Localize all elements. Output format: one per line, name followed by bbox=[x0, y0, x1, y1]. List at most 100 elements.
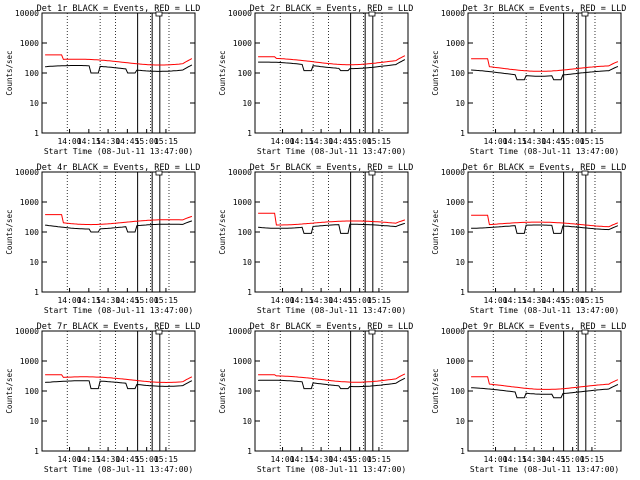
y-tick-label: 10000 bbox=[228, 9, 252, 18]
y-tick-label: 10000 bbox=[15, 168, 39, 177]
y-tick-label: 1000 bbox=[233, 198, 252, 207]
y-tick-label: 10000 bbox=[441, 168, 465, 177]
lld-trace bbox=[471, 58, 619, 72]
x-tick-label: 14:45 bbox=[541, 137, 565, 146]
x-tick-label: 14:30 bbox=[309, 296, 333, 305]
x-axis-label: Start Time (08-Jul-11 13:47:00) bbox=[470, 147, 619, 156]
x-tick-label: 14:15 bbox=[290, 455, 314, 464]
y-tick-label: 1 bbox=[247, 447, 252, 456]
y-tick-label: 10000 bbox=[15, 9, 39, 18]
events-trace bbox=[45, 64, 193, 74]
plot-frame bbox=[254, 171, 409, 293]
y-tick-label: 10 bbox=[242, 258, 252, 267]
y-tick-label: 10000 bbox=[228, 168, 252, 177]
x-axis-label: Start Time (08-Jul-11 13:47:00) bbox=[257, 147, 406, 156]
detector-chart-3: Det 3r BLACK = Events, RED = LLD 1 10 100 10… bbox=[431, 4, 626, 156]
y-tick-label: 100 bbox=[238, 228, 253, 237]
plot-frame bbox=[254, 12, 409, 134]
y-axis-label: Counts/sec bbox=[431, 50, 440, 95]
lld-trace bbox=[471, 214, 619, 228]
x-axis-label: Start Time (08-Jul-11 13:47:00) bbox=[470, 306, 619, 315]
marker-box bbox=[581, 329, 589, 335]
x-tick-label: 14:15 bbox=[77, 296, 101, 305]
lld-trace bbox=[471, 376, 619, 390]
x-tick-label: 15:00 bbox=[561, 455, 585, 464]
x-tick-label: 14:45 bbox=[115, 296, 139, 305]
y-tick-label: 100 bbox=[451, 228, 466, 237]
plot-frame bbox=[467, 330, 622, 452]
y-tick-label: 10000 bbox=[228, 327, 252, 336]
marker-box bbox=[368, 11, 376, 17]
x-tick-label: 14:00 bbox=[57, 137, 81, 146]
events-trace bbox=[471, 224, 619, 234]
y-tick-label: 1 bbox=[460, 288, 465, 297]
chart-title: Det 6r BLACK = Events, RED = LLD bbox=[463, 163, 627, 173]
x-axis-label: Start Time (08-Jul-11 13:47:00) bbox=[257, 306, 406, 315]
lld-trace bbox=[258, 212, 406, 226]
plot-frame bbox=[41, 171, 196, 293]
x-tick-label: 14:00 bbox=[57, 296, 81, 305]
x-tick-label: 15:00 bbox=[348, 296, 372, 305]
x-tick-label: 14:00 bbox=[270, 455, 294, 464]
x-tick-label: 14:30 bbox=[522, 137, 546, 146]
marker-box bbox=[155, 329, 163, 335]
x-tick-label: 15:15 bbox=[367, 296, 391, 305]
detector-chart-4: Det 4r BLACK = Events, RED = LLD 1 10 100 10… bbox=[5, 163, 200, 315]
y-axis-label: Counts/sec bbox=[5, 368, 14, 413]
marker-box bbox=[155, 170, 163, 176]
x-tick-label: 14:15 bbox=[290, 137, 314, 146]
events-trace bbox=[45, 380, 193, 390]
y-tick-label: 10 bbox=[29, 258, 39, 267]
x-tick-label: 14:45 bbox=[328, 455, 352, 464]
x-tick-label: 14:30 bbox=[522, 455, 546, 464]
x-tick-label: 14:30 bbox=[309, 455, 333, 464]
lld-trace bbox=[45, 214, 193, 226]
x-axis-label: Start Time (08-Jul-11 13:47:00) bbox=[257, 465, 406, 474]
detector-chart-1: Det 1r BLACK = Events, RED = LLD 1 10 100 10… bbox=[5, 4, 200, 156]
x-tick-label: 15:00 bbox=[348, 137, 372, 146]
x-tick-label: 15:15 bbox=[154, 455, 178, 464]
x-tick-label: 15:15 bbox=[154, 296, 178, 305]
y-tick-label: 1000 bbox=[446, 39, 465, 48]
x-tick-label: 15:15 bbox=[580, 296, 604, 305]
detector-chart-2: Det 2r BLACK = Events, RED = LLD 1 10 100 10… bbox=[218, 4, 413, 156]
y-tick-label: 1 bbox=[460, 129, 465, 138]
x-tick-label: 15:00 bbox=[561, 137, 585, 146]
y-tick-label: 100 bbox=[451, 69, 466, 78]
y-tick-label: 100 bbox=[451, 387, 466, 396]
x-tick-label: 15:00 bbox=[348, 455, 372, 464]
x-tick-label: 14:15 bbox=[503, 296, 527, 305]
x-tick-label: 14:00 bbox=[483, 296, 507, 305]
y-tick-label: 1 bbox=[34, 129, 39, 138]
x-axis-label: Start Time (08-Jul-11 13:47:00) bbox=[470, 465, 619, 474]
y-tick-label: 1000 bbox=[446, 198, 465, 207]
y-axis-label: Counts/sec bbox=[218, 368, 227, 413]
y-tick-label: 10 bbox=[29, 417, 39, 426]
x-tick-label: 14:00 bbox=[270, 296, 294, 305]
chart-title: Det 1r BLACK = Events, RED = LLD bbox=[37, 4, 201, 14]
x-tick-label: 14:15 bbox=[290, 296, 314, 305]
x-tick-label: 14:00 bbox=[483, 137, 507, 146]
x-tick-label: 14:30 bbox=[96, 137, 120, 146]
x-tick-label: 14:30 bbox=[96, 455, 120, 464]
x-tick-label: 15:00 bbox=[135, 455, 159, 464]
x-tick-label: 15:00 bbox=[561, 296, 585, 305]
y-tick-label: 10000 bbox=[441, 327, 465, 336]
plot-frame bbox=[467, 12, 622, 134]
x-tick-label: 15:15 bbox=[154, 137, 178, 146]
plot-frame bbox=[41, 330, 196, 452]
x-tick-label: 14:30 bbox=[96, 296, 120, 305]
lld-trace bbox=[258, 55, 406, 66]
y-tick-label: 10 bbox=[242, 99, 252, 108]
y-tick-label: 10 bbox=[242, 417, 252, 426]
x-tick-label: 15:15 bbox=[367, 137, 391, 146]
x-tick-label: 14:15 bbox=[503, 137, 527, 146]
events-trace bbox=[471, 384, 619, 399]
y-tick-label: 100 bbox=[238, 387, 253, 396]
chart-title: Det 9r BLACK = Events, RED = LLD bbox=[463, 322, 627, 332]
lld-trace bbox=[45, 374, 193, 384]
y-tick-label: 1000 bbox=[20, 357, 39, 366]
x-axis-label: Start Time (08-Jul-11 13:47:00) bbox=[44, 465, 193, 474]
marker-box bbox=[581, 170, 589, 176]
